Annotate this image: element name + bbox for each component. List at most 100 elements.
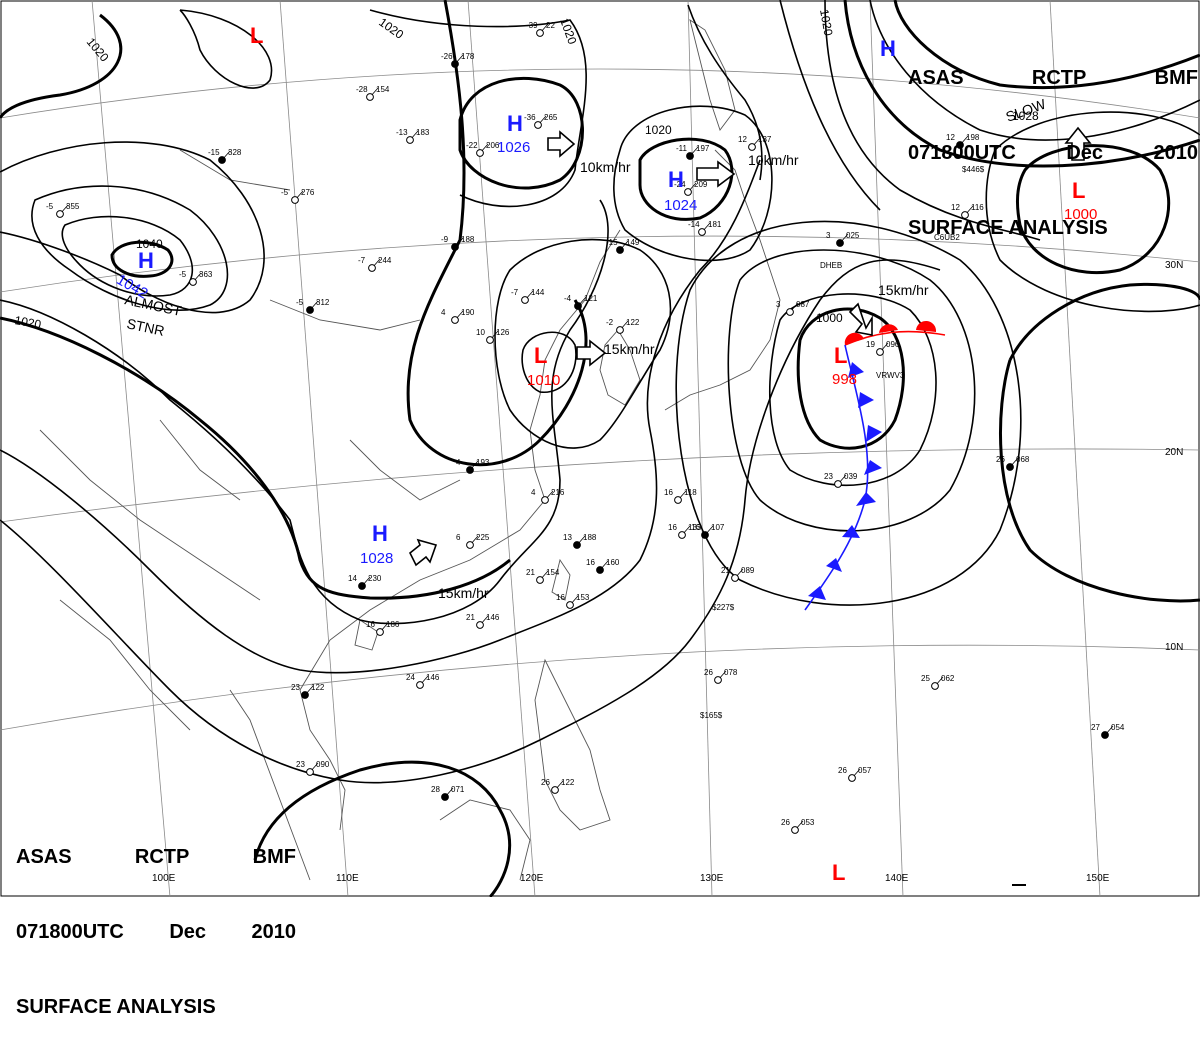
station-temp: 13 (563, 533, 572, 542)
station-plot: 3 025 (826, 231, 860, 247)
cold-front-barb (866, 425, 882, 442)
station-pressure: 133 (688, 523, 702, 532)
cold-front-barb (858, 392, 874, 408)
station-plot: -9 188 (441, 235, 475, 251)
isobar-label: 1028 (1012, 109, 1039, 123)
station-pressure: 107 (711, 523, 725, 532)
station-circle-icon (596, 566, 604, 574)
header-product: SURFACE ANALYSIS (908, 217, 1108, 239)
station-pressure: 197 (696, 144, 710, 153)
high-pressure-value: 1028 (360, 550, 393, 567)
station-pressure: 053 (801, 818, 815, 827)
station-plot: -36 265 (524, 113, 558, 129)
coastline-indochina (229, 689, 311, 881)
station-circle-icon (551, 786, 559, 794)
lat-label: 10N (1165, 642, 1183, 653)
station-plot: -7 144 (511, 288, 545, 304)
isobar (110, 240, 174, 278)
station-pressure: 225 (476, 533, 490, 542)
station-plot: 3 087 (776, 300, 810, 316)
isobar-label: 1020 (645, 123, 672, 137)
station-temp: 3 (776, 300, 781, 309)
station-temp: 4 (531, 488, 536, 497)
station-temp: -15 (208, 148, 220, 157)
station-temp: 23 (296, 760, 305, 769)
cold-front-barb (808, 586, 826, 600)
station-plot: -4 121 (564, 294, 598, 310)
station-pressure: 186 (386, 620, 400, 629)
isobar (0, 141, 265, 314)
header-time: 071800UTC (16, 921, 124, 943)
station-circle-icon (848, 774, 856, 782)
station-temp: -2 (606, 318, 614, 327)
station-circle-icon (306, 768, 314, 776)
station-pressure: 312 (316, 298, 330, 307)
station-pressure: 146 (486, 613, 500, 622)
header-agency-line: ASAS RCTP BMF (908, 66, 1198, 91)
station-temp: 26 (541, 778, 550, 787)
station-temp: 19 (866, 340, 875, 349)
header-year: 2010 (251, 921, 296, 943)
station-plot: -28 154 (356, 85, 390, 101)
station-plot: 27 054 (1091, 723, 1125, 739)
low-pressure-value: 1010 (527, 372, 560, 389)
station-temp: 16 (366, 620, 375, 629)
station-circle-icon (218, 156, 226, 164)
lon-label: 150E (1086, 873, 1110, 884)
station-plot: 26 057 (838, 766, 872, 782)
station-circle-icon (698, 228, 706, 236)
header-bottom-left: ASAS RCTP BMF 071800UTC Dec 2010 SURFACE… (16, 795, 296, 1045)
isobar (406, 0, 588, 467)
station-pressure: 188 (583, 533, 597, 542)
station-temp: -7 (511, 288, 519, 297)
header-time: 071800UTC (908, 142, 1016, 164)
station-plots: -26 178-28 154-13 183-15 328-5 276-7 244-9 1884… (46, 21, 1125, 834)
chart-frame (0, 0, 1200, 897)
low-pressure-symbol: L (1072, 178, 1085, 203)
isobar (675, 220, 1022, 606)
station-plot: 25 062 (921, 674, 955, 690)
station-temp: 12 (951, 203, 960, 212)
station-plot: -39 22 (526, 21, 555, 37)
station-circle-icon (674, 496, 682, 504)
isobars (0, 0, 1200, 897)
station-plot: -2 122 (606, 318, 640, 334)
station-temp: 4 (456, 458, 461, 467)
station-plot: 4 193 (456, 458, 490, 474)
station-temp: 26 (704, 668, 713, 677)
station-temp: 26 (781, 818, 790, 827)
lat-line-10n (0, 644, 1200, 731)
station-temp: -24 (674, 180, 686, 189)
station-pressure: 122 (626, 318, 640, 327)
motion-speed-label: 15km/hr (438, 585, 489, 601)
header-agency-line: ASAS RCTP BMF (16, 845, 296, 870)
station-temp: 16 (586, 558, 595, 567)
station-circle-icon (476, 149, 484, 157)
coastline-korea (599, 329, 641, 406)
station-plot: -5 363 (179, 270, 213, 286)
border-interior (39, 149, 461, 731)
isobar (869, 0, 1200, 141)
isobar (31, 185, 229, 311)
station-pressure: 193 (476, 458, 490, 467)
lon-line-130e (687, 0, 713, 897)
motion-speed-label: 15km/hr (604, 341, 655, 357)
station-circle-icon (931, 682, 939, 690)
station-temp: 21 (466, 613, 475, 622)
station-pressure: 216 (551, 488, 565, 497)
station-temp: 23 (291, 683, 300, 692)
station-pressure: 057 (858, 766, 872, 775)
station-temp: 4 (441, 308, 446, 317)
station-plot: -11 197 (676, 144, 710, 160)
station-circle-icon (416, 681, 424, 689)
station-temp: 16 (691, 523, 700, 532)
isobar (521, 331, 577, 393)
station-temp: -22 (466, 141, 478, 150)
fronts (804, 320, 946, 611)
station-plot: -13 183 (396, 128, 430, 144)
station-temp: -36 (524, 113, 536, 122)
station-plot: 16 153 (556, 593, 590, 609)
coastline-japan (664, 149, 781, 411)
station-plot: 26 053 (781, 818, 815, 834)
station-plot: 12 116 (951, 203, 984, 219)
